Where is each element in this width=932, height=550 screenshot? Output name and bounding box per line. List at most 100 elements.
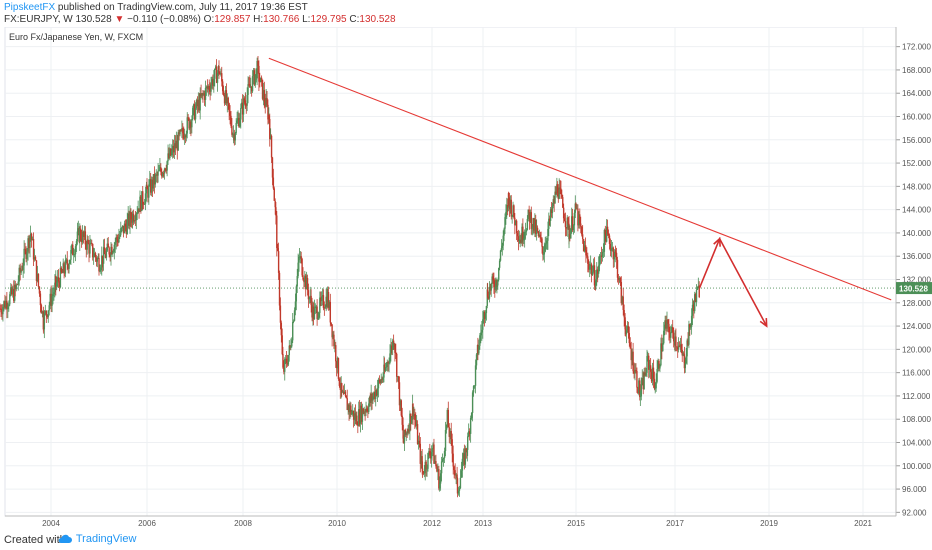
candle-body [279,305,282,323]
candle-body [296,276,298,287]
y-tick-label: 148.000 [902,182,931,191]
candle-body [53,292,55,295]
candle-body [408,429,410,432]
candle-body [528,209,530,213]
candle-body [132,213,135,222]
candle-body [582,238,585,252]
candle-body [642,378,644,390]
candle-body [661,343,663,352]
candle-body [482,319,484,330]
candle-body [18,267,20,282]
candle-body [483,312,486,319]
candle-body [155,174,157,175]
candle-body [492,276,494,281]
candle-body [77,228,80,232]
candle-body [531,227,533,230]
candle-body [356,415,358,426]
candle-body [640,384,643,397]
candle-body [200,93,202,97]
candle-body [35,260,38,282]
candle-body [525,229,528,232]
candle-body [342,391,345,394]
candle-body [14,284,16,301]
candle-body [685,356,687,364]
candle-body [682,353,684,356]
candle-body [429,451,431,456]
candle-body [225,90,228,104]
candle-body [546,240,548,244]
candle-body [458,488,461,491]
author-link[interactable]: PipskeetFX [4,2,56,13]
candle-body [40,305,43,314]
candle-body [360,405,363,422]
candle-body [183,133,185,139]
candle-body [216,72,219,83]
candle-body [587,256,589,264]
candle-body [108,247,110,255]
y-tick-label: 144.000 [902,206,931,215]
candle-body [1,312,3,315]
candle-body [283,367,285,372]
candle-body [54,282,56,293]
candle-body [154,174,157,185]
candle-body [4,301,6,308]
candle-body [196,100,199,107]
candle-body [620,282,623,304]
candle-body [462,453,465,459]
candle-body [203,93,206,100]
candle-body [14,284,16,290]
candle-body [49,293,51,306]
price-chart[interactable]: 92.000 96.000 100.000 104.000 108.000 112.000… [0,27,932,530]
change-value: −0.110 (−0.08%) [127,14,201,25]
candle-body [180,130,182,131]
candle-body [550,209,553,214]
candle-body [85,244,87,250]
candle-body [494,287,496,290]
candle-body [440,461,443,474]
candle-body [214,68,216,79]
candle-body [287,355,290,365]
candle-body [544,244,546,252]
candle-body [22,265,24,270]
candle-body [42,311,45,328]
candle-body [450,431,452,440]
candle-body [480,332,482,336]
candle-body [175,140,178,149]
candle-body [581,234,584,239]
candle-body [278,272,281,306]
candle-body [152,174,155,189]
candle-body [548,218,550,229]
candle-body [453,466,455,471]
candle-body [94,253,97,258]
candle-body [675,336,677,347]
candle-body [327,291,330,308]
candle-body [668,323,670,333]
tradingview-link[interactable]: TradingView [57,533,136,545]
candle-body [222,91,225,95]
candle-body [115,237,117,243]
candle-body [392,340,394,350]
candle-body [259,81,261,83]
candle-body [633,371,635,374]
trendline[interactable] [268,57,892,301]
candle-body [504,217,506,229]
candle-body [518,239,521,242]
candle-body [576,208,578,210]
y-tick-label: 164.000 [902,89,931,98]
candle-body [336,358,339,369]
candle-body [595,279,597,287]
candle-body [193,104,196,120]
candle-body [543,251,546,255]
candle-body [325,296,327,308]
candle-body [27,238,29,252]
candle-body [112,251,114,255]
candle-body [162,173,165,174]
candle-body [660,343,662,366]
candle-body [165,170,167,171]
candle-body [549,209,552,221]
candle-body [370,393,372,403]
candle-body [516,233,519,237]
candle-body [19,267,21,273]
candle-body [277,248,279,252]
candle-body [237,118,239,121]
